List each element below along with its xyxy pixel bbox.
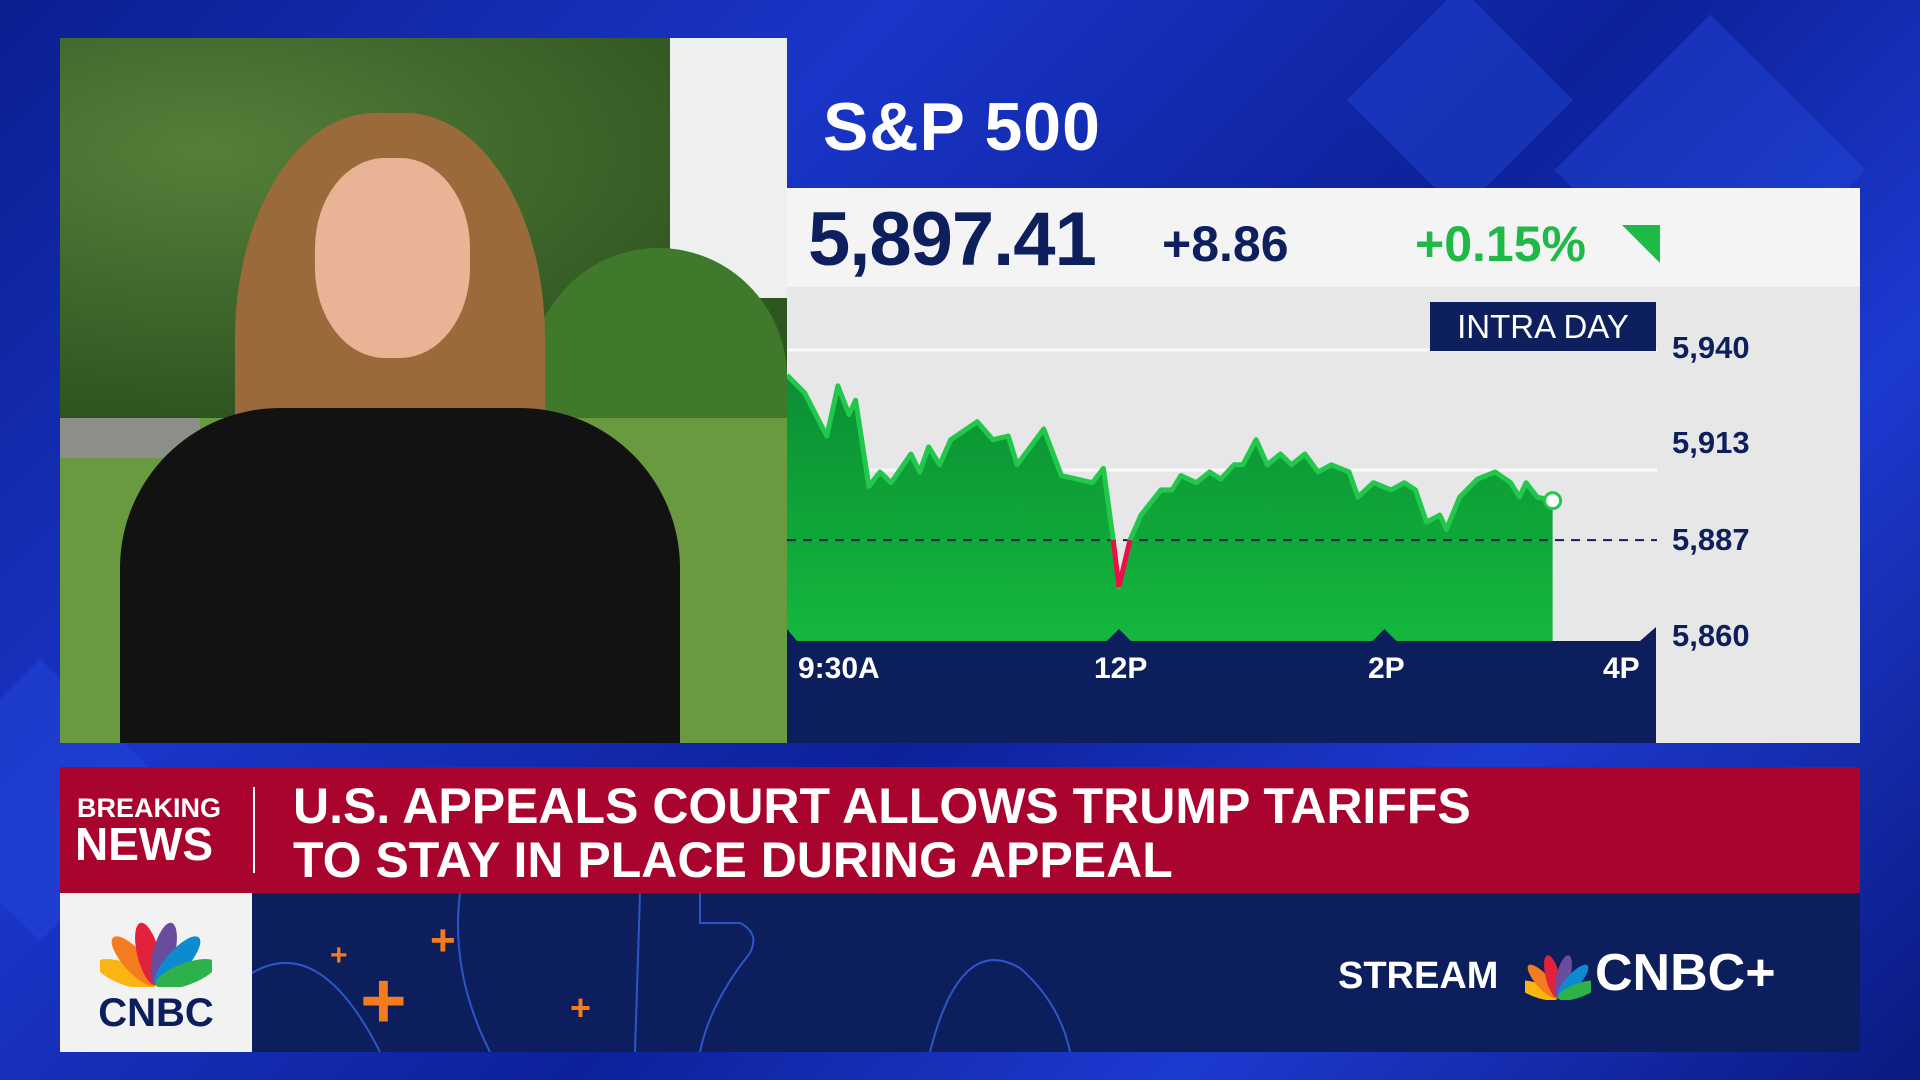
breaking-news-banner: BREAKING NEWS U.S. APPEALS COURT ALLOWS … [60, 767, 1860, 893]
background-cube [1346, 0, 1574, 214]
plus-decoration: + [570, 987, 591, 1028]
up-arrow-icon [1622, 225, 1660, 263]
headline-line-1: U.S. APPEALS COURT ALLOWS TRUMP TARIFFS [293, 778, 1471, 834]
index-price: 5,897.41 [808, 197, 1097, 282]
price-line [787, 373, 1554, 590]
headline-line-2: TO STAY IN PLACE DURING APPEAL [293, 832, 1173, 888]
decorative-lines: + + + + [251, 893, 1071, 1052]
quote-header [787, 188, 1860, 287]
presenter-body [120, 408, 680, 743]
x-tick-label: 9:30A [798, 652, 880, 685]
intraday-label: INTRA DAY [1430, 302, 1656, 351]
last-price-marker [1543, 491, 1563, 511]
stream-label: STREAM [1338, 955, 1499, 997]
plus-decoration: + [330, 939, 348, 972]
cnbc-logo: CNBC [60, 893, 252, 1052]
plus-decoration: + [430, 916, 456, 965]
x-tick-label: 12P [1094, 652, 1148, 685]
area-fill [787, 375, 1553, 641]
breaking-label: BREAKING [77, 793, 222, 823]
divider [253, 787, 255, 873]
index-change: +8.86 [1162, 216, 1289, 272]
x-tick-label: 4P [1603, 652, 1640, 685]
stream-brand: CNBC+ [1595, 944, 1776, 1002]
news-label: NEWS [75, 818, 213, 870]
intraday-chart [787, 348, 1657, 743]
peacock-icon [1525, 955, 1591, 1000]
y-tick-label: 5,887 [1672, 522, 1750, 557]
y-tick-label: 5,913 [1672, 425, 1750, 460]
bottom-bar: + + + + STREAM CNBC+ [60, 893, 1860, 1052]
plus-decoration: + [360, 956, 407, 1045]
peacock-icon [100, 922, 212, 987]
x-axis-bar [787, 627, 1656, 743]
index-percent-change: +0.15% [1415, 216, 1586, 272]
y-tick-label: 5,940 [1672, 330, 1750, 365]
face [315, 158, 470, 358]
index-title: S&P 500 [823, 89, 1101, 165]
video-feed [60, 38, 787, 743]
cnbc-wordmark: CNBC [98, 991, 214, 1035]
x-tick-label: 2P [1368, 652, 1405, 685]
y-tick-label: 5,860 [1672, 618, 1750, 653]
